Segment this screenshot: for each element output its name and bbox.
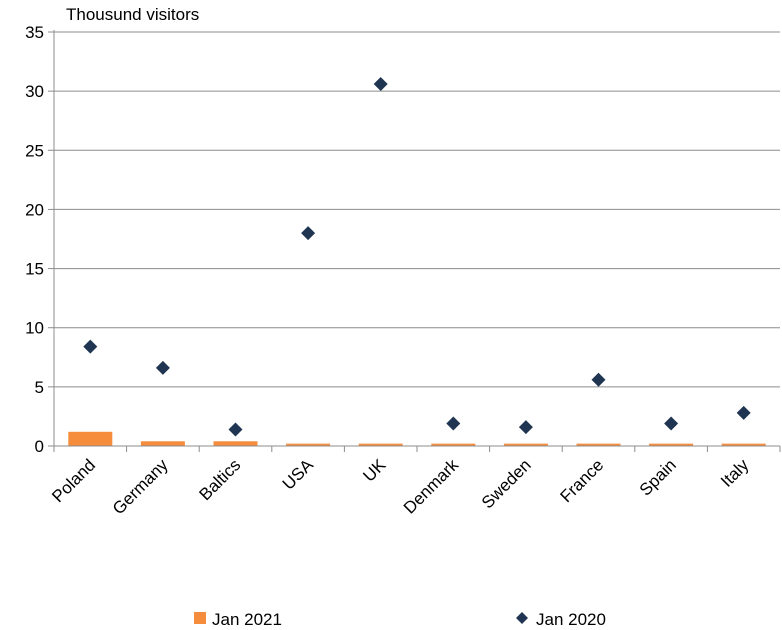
bar-denmark [431,443,476,446]
y-tick-label-20: 20 [25,200,44,219]
x-tick-label-france: France [556,455,607,506]
point-sweden [518,420,533,435]
point-germany [155,360,170,375]
point-baltics [228,422,243,437]
bar-germany [140,441,185,446]
bar-sweden [503,443,548,446]
y-tick-label-25: 25 [25,141,44,160]
point-uk [373,77,388,92]
x-tick-label-italy: Italy [717,455,753,491]
x-tick-label-baltics: Baltics [195,455,244,504]
point-italy [736,405,751,420]
axes [53,30,780,447]
x-tick-label-uk: UK [359,455,390,486]
y-tick-label-35: 35 [25,23,44,42]
legend-label-jan-2021: Jan 2021 [212,610,282,629]
legend-swatch-jan-2021 [194,612,206,624]
y-tick-label-0: 0 [35,437,44,456]
point-poland [83,339,98,354]
bar-france [576,443,621,446]
bar-italy [721,443,766,446]
bar-uk [358,443,403,446]
gridlines [54,31,780,388]
point-france [591,372,606,387]
x-tick-label-germany: Germany [109,455,172,518]
x-axis-ticks: Poland Germany Baltics USA UK Denmark Sweden Fr… [48,446,781,518]
bar-baltics [213,441,258,446]
y-tick-label-15: 15 [25,260,44,279]
x-tick-label-usa: USA [279,455,318,494]
x-tick-label-sweden: Sweden [478,455,535,512]
bar-poland [68,431,113,446]
x-tick-label-poland: Poland [48,455,99,506]
bar-series [68,431,766,446]
y-tick-label-10: 10 [25,319,44,338]
y-tick-label-30: 30 [25,82,44,101]
bar-usa [286,443,331,446]
point-denmark [446,416,461,431]
scatter-series [83,77,751,437]
point-usa [301,226,316,241]
legend-label-jan-2020: Jan 2020 [536,610,606,629]
x-tick-label-spain: Spain [636,455,680,499]
x-tick-label-denmark: Denmark [400,455,463,518]
legend-swatch-jan-2020 [516,612,528,624]
y-tick-label-5: 5 [35,378,44,397]
point-spain [664,416,679,431]
y-axis-ticks: 0 5 10 15 20 25 30 35 [25,23,54,456]
legend: Jan 2021 Jan 2020 [194,610,606,629]
bar-spain [649,443,694,446]
y-axis-unit-label: Thousund visitors [66,5,199,24]
